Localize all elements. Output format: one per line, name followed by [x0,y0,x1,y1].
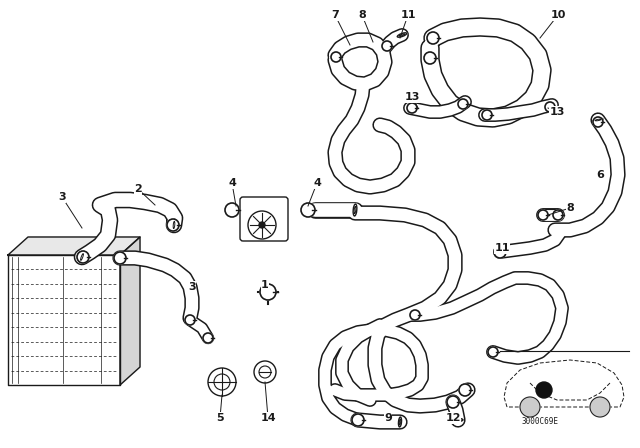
Circle shape [254,361,276,383]
Circle shape [225,203,239,217]
Circle shape [352,414,364,426]
Circle shape [248,211,276,239]
Circle shape [203,333,213,343]
Circle shape [494,246,506,258]
Text: 9: 9 [384,413,392,423]
Circle shape [545,102,555,112]
Text: 13: 13 [549,107,564,117]
Ellipse shape [453,418,463,422]
Circle shape [259,366,271,378]
Text: 8: 8 [566,203,574,213]
Ellipse shape [397,33,407,37]
Circle shape [424,52,436,64]
FancyBboxPatch shape [240,197,288,241]
Circle shape [259,222,265,228]
Ellipse shape [172,219,176,231]
Text: 12: 12 [445,413,461,423]
Circle shape [427,32,439,44]
Text: 4: 4 [313,178,321,188]
Text: 3: 3 [188,282,196,292]
Text: 7: 7 [331,10,339,20]
Text: 11: 11 [400,10,416,20]
Text: 3: 3 [58,192,66,202]
Polygon shape [120,237,140,385]
Text: 11: 11 [494,243,509,253]
Circle shape [114,252,126,264]
Circle shape [590,397,610,417]
Ellipse shape [79,251,84,263]
Text: 8: 8 [358,10,366,20]
Text: 14: 14 [260,413,276,423]
Polygon shape [504,360,624,407]
Circle shape [520,397,540,417]
Text: 1: 1 [261,280,269,290]
Text: 5: 5 [216,413,224,423]
Circle shape [458,99,468,109]
Circle shape [331,52,341,62]
Circle shape [77,251,89,263]
Ellipse shape [593,118,603,122]
Circle shape [382,41,392,51]
Ellipse shape [399,417,401,427]
Circle shape [593,117,603,127]
Polygon shape [8,237,140,255]
Circle shape [488,347,498,357]
Text: 3000C69E: 3000C69E [522,417,559,426]
Polygon shape [8,255,120,385]
Circle shape [301,203,315,217]
Circle shape [482,110,492,120]
Circle shape [410,310,420,320]
Circle shape [407,103,417,113]
Text: 2: 2 [134,184,142,194]
Circle shape [167,219,179,231]
Circle shape [260,284,276,300]
Text: 6: 6 [596,170,604,180]
Circle shape [459,384,471,396]
Circle shape [214,374,230,390]
Text: 13: 13 [404,92,420,102]
Circle shape [447,396,459,408]
Text: 10: 10 [550,10,566,20]
Circle shape [553,210,563,220]
Circle shape [536,382,552,398]
Ellipse shape [353,204,357,216]
Circle shape [538,210,548,220]
Circle shape [208,368,236,396]
Text: 4: 4 [228,178,236,188]
Circle shape [185,315,195,325]
